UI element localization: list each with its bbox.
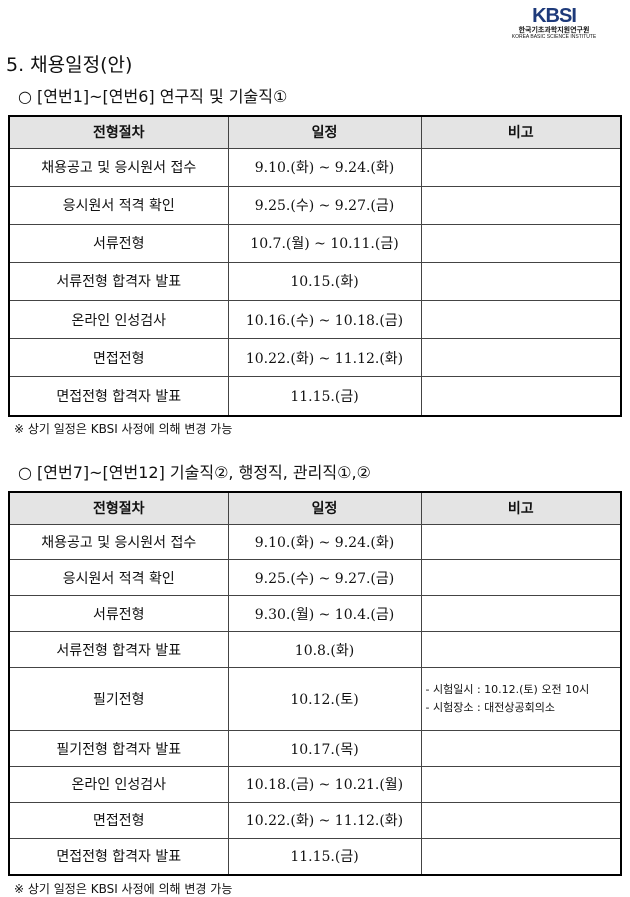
- note-cell: [420, 837, 622, 876]
- step-cell: 면접전형 합격자 발표: [8, 837, 229, 876]
- table-row: 서류전형 10.7.(월) ~ 10.11.(금): [8, 223, 622, 263]
- note-cell: [420, 631, 622, 668]
- table-row: 채용공고 및 응시원서 접수 9.10.(화) ~ 9.24.(화): [8, 147, 622, 187]
- table-row: 서류전형 합격자 발표 10.15.(화): [8, 261, 622, 302]
- header-date: 일정: [227, 115, 422, 149]
- date-cell: 11.15.(금): [227, 837, 422, 876]
- note-cell: [420, 300, 622, 340]
- note-line: - 시험일시 : 10.12.(토) 오전 10시: [425, 683, 590, 697]
- date-cell: 10.7.(월) ~ 10.11.(금): [227, 223, 422, 263]
- section2-heading: ○ [연번7]~[연번12] 기술직②, 행정직, 관리직①,②: [18, 463, 371, 482]
- note-cell: [420, 523, 622, 561]
- note-line: - 시험장소 : 대전상공회의소: [425, 701, 555, 715]
- step-cell: 응시원서 적격 확인: [8, 559, 229, 597]
- date-cell: 9.25.(수) ~ 9.27.(금): [227, 185, 422, 225]
- section2-footnote: ※ 상기 일정은 KBSI 사정에 의해 변경 가능: [14, 882, 233, 896]
- table-header: 전형절차 일정 비고: [8, 491, 622, 525]
- logo-korean: 한국기초과학지원연구원: [518, 26, 590, 34]
- note-cell: - 시험일시 : 10.12.(토) 오전 10시 - 시험장소 : 대전상공회의…: [420, 666, 622, 732]
- date-cell: 10.18.(금) ~ 10.21.(월): [227, 765, 422, 803]
- date-cell: 9.30.(월) ~ 10.4.(금): [227, 595, 422, 633]
- date-cell: 9.25.(수) ~ 9.27.(금): [227, 559, 422, 597]
- header-note: 비고: [420, 115, 622, 149]
- logo-mark: KBSI: [532, 5, 577, 27]
- table-row: 면접전형 10.22.(화) ~ 11.12.(화): [8, 801, 622, 839]
- note-cell: [420, 223, 622, 263]
- table-row: 면접전형 합격자 발표 11.15.(금): [8, 376, 622, 417]
- date-cell: 9.10.(화) ~ 9.24.(화): [227, 147, 422, 187]
- note-cell: [420, 730, 622, 767]
- note-cell: [420, 185, 622, 225]
- table-row: 필기전형 합격자 발표 10.17.(목): [8, 730, 622, 767]
- section1-heading: ○ [연번1]~[연번6] 연구직 및 기술직①: [18, 87, 288, 106]
- note-cell: [420, 147, 622, 187]
- table-row: 응시원서 적격 확인 9.25.(수) ~ 9.27.(금): [8, 559, 622, 597]
- table-row: 응시원서 적격 확인 9.25.(수) ~ 9.27.(금): [8, 185, 622, 225]
- note-cell: [420, 559, 622, 597]
- table-row: 채용공고 및 응시원서 접수 9.10.(화) ~ 9.24.(화): [8, 523, 622, 561]
- step-cell: 채용공고 및 응시원서 접수: [8, 523, 229, 561]
- table-row: 면접전형 10.22.(화) ~ 11.12.(화): [8, 338, 622, 378]
- step-cell: 서류전형: [8, 595, 229, 633]
- header-date: 일정: [227, 491, 422, 525]
- step-cell: 서류전형 합격자 발표: [8, 261, 229, 302]
- step-cell: 서류전형 합격자 발표: [8, 631, 229, 668]
- header-note: 비고: [420, 491, 622, 525]
- table-row: 온라인 인성검사 10.16.(수) ~ 10.18.(금): [8, 300, 622, 340]
- table-row: 서류전형 9.30.(월) ~ 10.4.(금): [8, 595, 622, 633]
- note-cell: [420, 765, 622, 803]
- date-cell: 10.8.(화): [227, 631, 422, 668]
- note-cell: [420, 338, 622, 378]
- logo-english: KOREA BASIC SCIENCE INSTITUTE: [511, 34, 597, 40]
- step-cell: 서류전형: [8, 223, 229, 263]
- kbsi-logo: KBSI 한국기초과학지원연구원 KOREA BASIC SCIENCE INS…: [506, 6, 602, 40]
- date-cell: 11.15.(금): [227, 376, 422, 417]
- date-cell: 9.10.(화) ~ 9.24.(화): [227, 523, 422, 561]
- step-cell: 온라인 인성검사: [8, 300, 229, 340]
- date-cell: 10.12.(토): [227, 666, 422, 732]
- header-step: 전형절차: [8, 491, 229, 525]
- date-cell: 10.17.(목): [227, 730, 422, 767]
- date-cell: 10.22.(화) ~ 11.12.(화): [227, 338, 422, 378]
- note-cell: [420, 801, 622, 839]
- date-cell: 10.16.(수) ~ 10.18.(금): [227, 300, 422, 340]
- schedule-table-2: 전형절차 일정 비고 채용공고 및 응시원서 접수 9.10.(화) ~ 9.24.(화…: [8, 491, 622, 876]
- note-cell: [420, 261, 622, 302]
- table-header: 전형절차 일정 비고: [8, 115, 622, 149]
- section-title: 5. 채용일정(안): [6, 54, 133, 76]
- step-cell: 채용공고 및 응시원서 접수: [8, 147, 229, 187]
- step-cell: 온라인 인성검사: [8, 765, 229, 803]
- note-cell: [420, 376, 622, 417]
- step-cell: 필기전형 합격자 발표: [8, 730, 229, 767]
- table-row: 필기전형 10.12.(토) - 시험일시 : 10.12.(토) 오전 10시 - …: [8, 666, 622, 732]
- date-cell: 10.22.(화) ~ 11.12.(화): [227, 801, 422, 839]
- header-step: 전형절차: [8, 115, 229, 149]
- table-row: 면접전형 합격자 발표 11.15.(금): [8, 837, 622, 876]
- table-row: 서류전형 합격자 발표 10.8.(화): [8, 631, 622, 668]
- note-cell: [420, 595, 622, 633]
- step-cell: 필기전형: [8, 666, 229, 732]
- step-cell: 면접전형: [8, 801, 229, 839]
- step-cell: 응시원서 적격 확인: [8, 185, 229, 225]
- schedule-table-1: 전형절차 일정 비고 채용공고 및 응시원서 접수 9.10.(화) ~ 9.24.(화…: [8, 115, 622, 417]
- section1-footnote: ※ 상기 일정은 KBSI 사정에 의해 변경 가능: [14, 422, 233, 436]
- step-cell: 면접전형: [8, 338, 229, 378]
- table-row: 온라인 인성검사 10.18.(금) ~ 10.21.(월): [8, 765, 622, 803]
- date-cell: 10.15.(화): [227, 261, 422, 302]
- step-cell: 면접전형 합격자 발표: [8, 376, 229, 417]
